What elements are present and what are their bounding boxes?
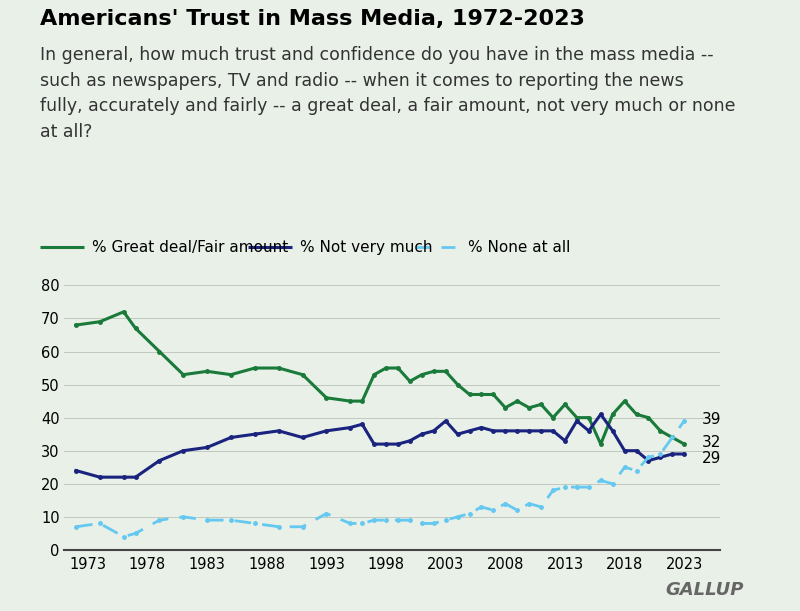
Text: 39: 39 [702, 412, 722, 427]
Text: Americans' Trust in Mass Media, 1972-2023: Americans' Trust in Mass Media, 1972-202… [40, 9, 585, 29]
Text: % Great deal/Fair amount: % Great deal/Fair amount [92, 240, 288, 255]
Text: In general, how much trust and confidence do you have in the mass media --
such : In general, how much trust and confidenc… [40, 46, 735, 141]
Text: GALLUP: GALLUP [666, 581, 744, 599]
Text: 32: 32 [702, 435, 722, 450]
Text: 29: 29 [702, 452, 722, 466]
Text: % None at all: % None at all [468, 240, 570, 255]
Text: % Not very much: % Not very much [300, 240, 433, 255]
